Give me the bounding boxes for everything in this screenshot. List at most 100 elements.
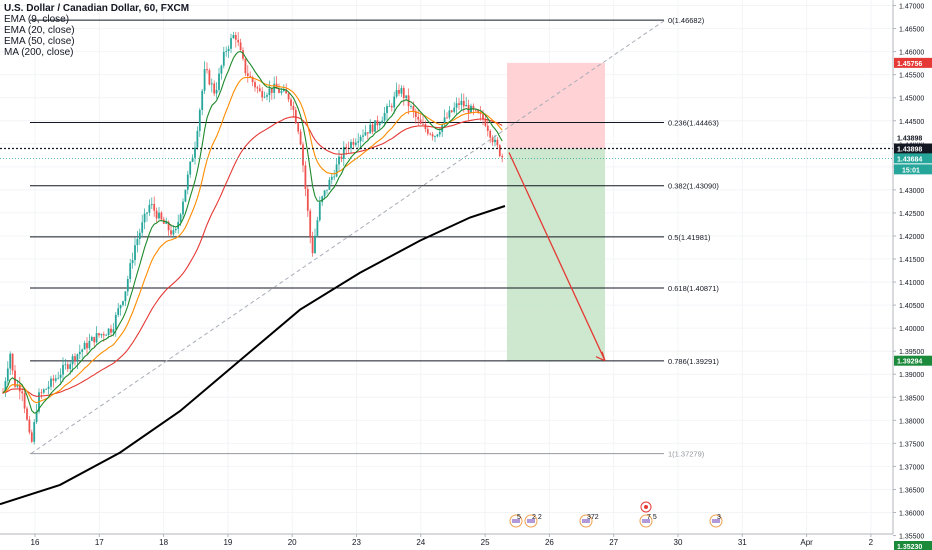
candle-body (256, 87, 259, 89)
candle-body (102, 334, 105, 336)
price-tick-label: 1.38500 (899, 395, 924, 402)
candle-body (498, 145, 501, 156)
time-tick-label: 25 (481, 538, 490, 547)
candle-body (333, 176, 336, 178)
candle-body (302, 144, 304, 166)
candle-body (412, 106, 415, 112)
fib-level-label: 0.786(1.39291) (668, 357, 719, 366)
price-tick-label: 1.46500 (899, 27, 924, 34)
candle-body (434, 136, 436, 138)
candle-body (309, 210, 312, 237)
price-lines (0, 147, 893, 159)
indicator-ema50[interactable]: EMA (50, close) (4, 36, 75, 47)
time-tick-label: 31 (738, 538, 747, 547)
candle-body (494, 139, 496, 143)
event-bar-icon (642, 519, 650, 523)
fib-level-label: 0.5(1.41981) (668, 233, 711, 242)
time-axis[interactable]: 16 17 18 19 20 23 24 25 26 27 30 31 Apr 2 (0, 533, 893, 550)
candle-body (2, 392, 4, 394)
fibonacci-retracement[interactable]: 0(1.46682) 0.236(1.44463) 0.382(1.43090) 0.… (30, 16, 719, 459)
candle-body (460, 100, 463, 105)
bid-price-badge-bg (894, 153, 932, 164)
event-count: 3 (717, 514, 721, 521)
candle-body (136, 238, 139, 246)
trend-line[interactable] (30, 19, 666, 454)
candle-body (458, 103, 460, 105)
ema20-line (2, 76, 503, 404)
time-tick-label: 27 (609, 538, 618, 547)
price-tick-label: 1.41000 (899, 280, 924, 287)
candle-body (215, 89, 218, 94)
candle-body (198, 109, 201, 131)
forecast-arrow[interactable] (508, 152, 606, 362)
price-tick-label: 1.37000 (899, 464, 924, 471)
candle-body (117, 308, 120, 315)
canada-flag-dot (644, 505, 648, 509)
time-tick-label: 18 (159, 538, 168, 547)
candle-body (81, 349, 84, 352)
candle-body (237, 39, 240, 43)
candle-body (45, 388, 48, 390)
candle-body (57, 377, 60, 379)
fib-level-label: 1(1.37279) (668, 450, 705, 459)
candle-body (410, 106, 412, 107)
candle-body (328, 179, 331, 190)
price-tick-label: 1.43000 (899, 188, 924, 195)
candle-body (167, 221, 170, 231)
candle-body (270, 88, 273, 93)
candle-body (304, 165, 307, 189)
target-price-badge: 1.39294 (897, 359, 922, 366)
target-price-badge-bg (894, 355, 932, 366)
candle-body (453, 107, 456, 112)
candle-body (450, 110, 453, 112)
candle-body (203, 69, 206, 91)
candle-body (201, 90, 204, 110)
candle-body (218, 73, 220, 90)
candle-body (342, 146, 345, 159)
price-tick-label: 1.38000 (899, 418, 924, 425)
indicator-ma200[interactable]: MA (200, close) (4, 47, 74, 58)
candle-body (98, 333, 100, 336)
price-tick-label: 1.40500 (899, 303, 924, 310)
candle-body (186, 174, 189, 190)
candle-body (66, 364, 69, 369)
risk-reward-zones[interactable] (507, 62, 605, 361)
candle-body (227, 48, 230, 52)
candle-body (143, 213, 146, 223)
candle-body (474, 109, 477, 111)
candle-body (371, 124, 374, 132)
candle-body (364, 132, 367, 136)
candle-body (438, 131, 441, 135)
candle-body (369, 124, 372, 134)
fib-level-label: 0(1.46682) (668, 16, 705, 25)
candle-body (107, 328, 110, 335)
candle-body (321, 196, 324, 203)
candle-body (69, 364, 72, 369)
candle-body (357, 141, 360, 143)
candle-body (14, 370, 16, 387)
price-tick-label: 1.47000 (899, 4, 924, 11)
candle-body (33, 422, 36, 442)
symbol-title[interactable]: U.S. Dollar / Canadian Dollar, 60, FXCM (4, 3, 190, 14)
candle-body (54, 378, 57, 381)
last-price-outline-badge-bg (894, 132, 932, 143)
indicator-ema20[interactable]: EMA (20, close) (4, 25, 75, 36)
economic-events[interactable]: 5 2 2 372 7 5 3 (509, 501, 723, 528)
price-tick-label: 1.39500 (899, 349, 924, 356)
candle-body (431, 134, 434, 137)
indicator-ema9[interactable]: EMA (9, close) (4, 14, 70, 25)
candle-body (170, 230, 172, 235)
candle-body (114, 314, 117, 330)
candle-body (314, 235, 316, 254)
price-axis[interactable]: 1.47000 1.46500 1.46000 1.45500 1.45000 1.445… (892, 0, 932, 550)
candle-body (165, 221, 168, 224)
candle-body (83, 342, 86, 350)
candle-body (220, 65, 223, 74)
candle-body (28, 419, 31, 433)
candle-body (426, 128, 429, 134)
candle-body (340, 156, 343, 159)
candle-body (122, 301, 124, 306)
candle-body (182, 201, 184, 215)
ema50-line (2, 116, 503, 397)
